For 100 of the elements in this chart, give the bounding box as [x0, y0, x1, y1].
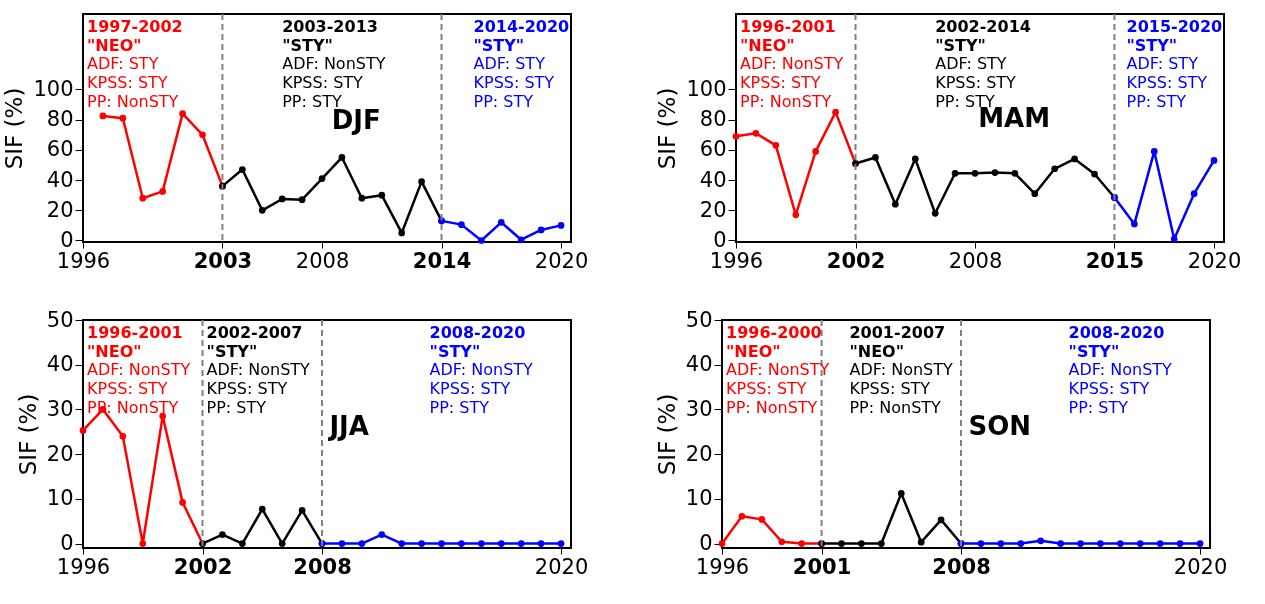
point — [139, 540, 147, 547]
point — [1031, 190, 1039, 198]
y-tick-label: 60 — [699, 137, 727, 162]
point — [318, 175, 326, 182]
y-axis-title: SIF (%) — [654, 87, 681, 170]
point — [792, 211, 800, 219]
point — [937, 516, 945, 524]
annotation: 2008-2020 "STY" — [1068, 323, 1165, 361]
point — [1057, 540, 1064, 547]
point — [1011, 169, 1019, 177]
point — [858, 540, 865, 547]
point — [838, 540, 845, 547]
point — [1071, 155, 1078, 163]
point — [278, 540, 286, 547]
point — [897, 490, 905, 497]
y-tick-label: 80 — [46, 107, 74, 132]
annotation: 1997-2002 "NEO" — [87, 17, 183, 55]
point — [418, 540, 425, 547]
annotation: 1996-2000 "NEO" — [726, 323, 822, 361]
text: SON — [968, 411, 1032, 442]
point — [1176, 540, 1184, 547]
annotation: 2015-2020 "STY" — [1126, 17, 1223, 55]
point — [199, 131, 206, 139]
annotation: ADF: NonSTY KPSS: STY PP: NonSTY — [849, 360, 953, 418]
y-tick-label: 40 — [699, 167, 727, 192]
point — [1017, 540, 1025, 547]
annotation: 2002-2007 "STY" — [206, 323, 303, 361]
point — [497, 219, 505, 226]
point — [537, 540, 545, 547]
y-axis-title: SIF (%) — [1, 87, 28, 170]
point — [772, 142, 780, 149]
annotation: ADF: NonSTY KPSS: STY PP: STY — [429, 360, 534, 418]
point — [478, 540, 485, 547]
y-tick-label: 0 — [699, 531, 713, 556]
x-tick-label: 2008 — [293, 554, 352, 579]
y-tick-label: 50 — [685, 307, 713, 332]
annotation: ADF: NonSTY KPSS: STY PP: NonSTY — [740, 54, 844, 112]
point — [119, 114, 127, 122]
point — [951, 169, 959, 177]
x-tick-label: 2001 — [792, 554, 852, 579]
point — [298, 507, 306, 514]
point — [517, 236, 525, 244]
y-tick-label: 30 — [46, 396, 74, 421]
point — [971, 169, 979, 177]
point — [119, 432, 127, 440]
point — [758, 516, 766, 523]
point — [358, 540, 366, 547]
point — [718, 540, 726, 547]
x-tick-label: 2008 — [932, 554, 991, 579]
point — [1091, 170, 1098, 178]
point — [1097, 540, 1104, 547]
point — [398, 229, 406, 237]
point — [1077, 540, 1084, 547]
point — [398, 540, 406, 547]
point — [458, 221, 465, 228]
annotation: ADF: NonSTY KPSS: STY PP: STY — [206, 360, 311, 418]
x-tick-label: 2002 — [173, 554, 233, 579]
point — [917, 538, 925, 546]
x-tick-label: 2015 — [1085, 248, 1145, 273]
y-tick-label: 20 — [46, 441, 74, 466]
x-tick-label: 2014 — [412, 248, 472, 273]
point — [931, 209, 939, 217]
point — [1196, 540, 1204, 547]
point — [891, 200, 899, 208]
point — [1037, 537, 1045, 545]
annotation: ADF: STY KPSS: STY PP: NonSTY — [87, 54, 179, 112]
point — [1117, 540, 1124, 547]
y-tick-label: 20 — [699, 197, 727, 222]
annotation: ADF: STY KPSS: STY PP: STY — [473, 54, 555, 112]
annotation: ADF: NonSTY KPSS: STY PP: NonSTY — [726, 360, 830, 418]
y-tick-label: 80 — [699, 107, 727, 132]
point — [458, 540, 465, 547]
point — [732, 132, 740, 140]
annotation: 2001-2007 "NEO" — [849, 323, 946, 361]
x-tick-label: 1996 — [56, 554, 111, 579]
point — [79, 427, 87, 434]
y-tick-label: 100 — [686, 77, 727, 101]
y-axis-title: SIF (%) — [14, 393, 41, 476]
point — [478, 237, 485, 244]
x-tick-label: 2003 — [193, 248, 253, 273]
point — [1051, 165, 1059, 173]
x-tick-label: 1996 — [695, 554, 750, 579]
point — [497, 540, 505, 547]
point — [1156, 540, 1164, 547]
point — [752, 129, 760, 137]
point — [1190, 190, 1198, 198]
point — [778, 538, 786, 546]
point — [877, 540, 885, 547]
y-tick-label: 40 — [46, 167, 74, 192]
annotation: ADF: STY KPSS: STY PP: STY — [1126, 54, 1208, 112]
x-tick-label: 2008 — [295, 248, 350, 273]
annotation: 1996-2001 "NEO" — [87, 323, 183, 361]
point — [997, 540, 1005, 547]
y-tick-label: 60 — [46, 137, 74, 162]
point — [238, 166, 246, 173]
point — [258, 206, 266, 214]
y-tick-label: 10 — [46, 486, 74, 511]
point — [517, 540, 525, 547]
point — [338, 154, 346, 161]
point — [298, 196, 306, 204]
